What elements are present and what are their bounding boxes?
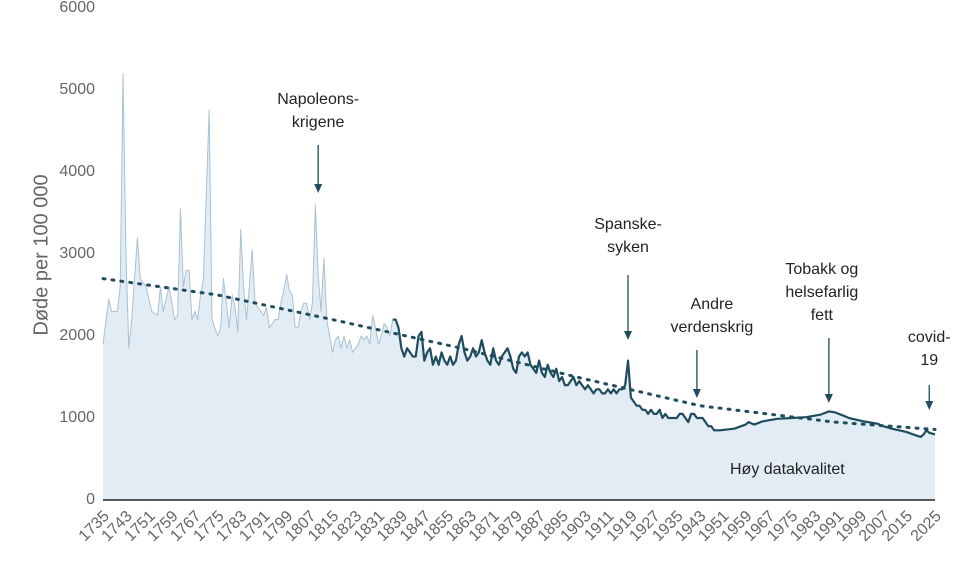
annotation-text: Andre [691,296,734,313]
y-tick-label: 6000 [59,0,95,16]
annotation-arrow-head [824,394,833,403]
y-axis-label: Døde per 100 000 [30,174,52,335]
annotation-text: 19 [920,352,938,369]
y-tick-label: 3000 [59,245,95,262]
y-tick-label: 4000 [59,163,95,180]
annotation-arrow-head [692,389,701,398]
trend-line [101,277,937,431]
annotation-text: syken [607,239,649,256]
y-tick-label: 5000 [59,81,95,98]
annotation-text: Spanske- [594,216,662,233]
annotation-arrow-head [314,184,323,193]
annotation-arrow-head [624,331,633,340]
annotation-text: Tobakk og [785,261,858,278]
line-high-quality [392,318,936,438]
annotation-text: fett [811,307,834,324]
y-tick-label: 2000 [59,327,95,344]
annotation-text: krigene [292,114,345,131]
annotation-text: helsefarlig [785,284,858,301]
annotation-text: Napoleons- [277,91,359,108]
y-tick-label: 0 [86,491,95,508]
line-low-quality [102,73,394,353]
x-tick-label: 2025 [908,508,945,545]
area [103,73,935,500]
annotation-text: verdenskrig [671,319,754,336]
quality-note: Høy datakvalitet [730,461,845,478]
y-tick-label: 1000 [59,409,95,426]
annotation-text: covid- [908,329,951,346]
annotation-arrow-head [925,401,934,410]
